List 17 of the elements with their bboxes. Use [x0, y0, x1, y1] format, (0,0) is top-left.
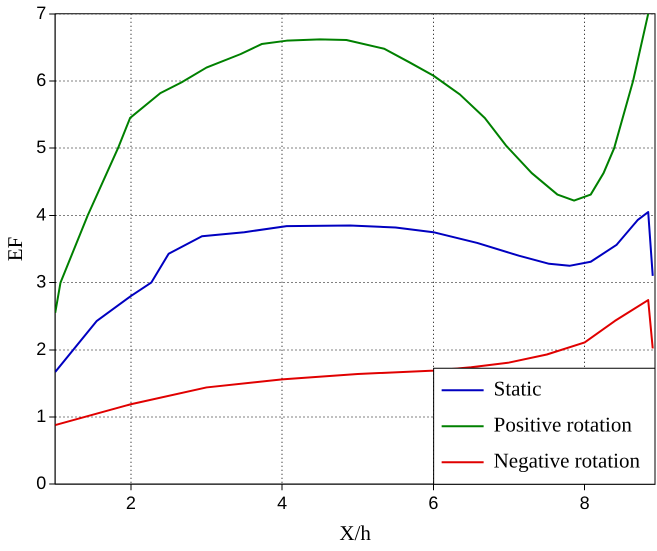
x-tick-label: 6: [428, 492, 438, 513]
y-tick-label: 3: [36, 272, 46, 292]
y-tick-label: 6: [36, 70, 46, 90]
y-tick-label: 0: [36, 473, 46, 494]
y-tick-label: 5: [36, 137, 46, 158]
y-axis-title: EF: [3, 236, 28, 262]
legend-label: Negative rotation: [494, 448, 640, 473]
legend-label: Positive rotation: [494, 412, 632, 437]
y-tick-label: 7: [36, 2, 46, 23]
y-tick-label: 1: [36, 406, 46, 426]
x-tick-label: 8: [580, 492, 590, 513]
y-tick-label: 4: [36, 204, 46, 224]
x-tick-label: 4: [277, 492, 288, 513]
x-axis-title: X/h: [339, 520, 372, 545]
legend-label: Static: [494, 376, 542, 401]
y-tick-label: 2: [36, 338, 46, 359]
x-tick-label: 2: [126, 492, 136, 513]
